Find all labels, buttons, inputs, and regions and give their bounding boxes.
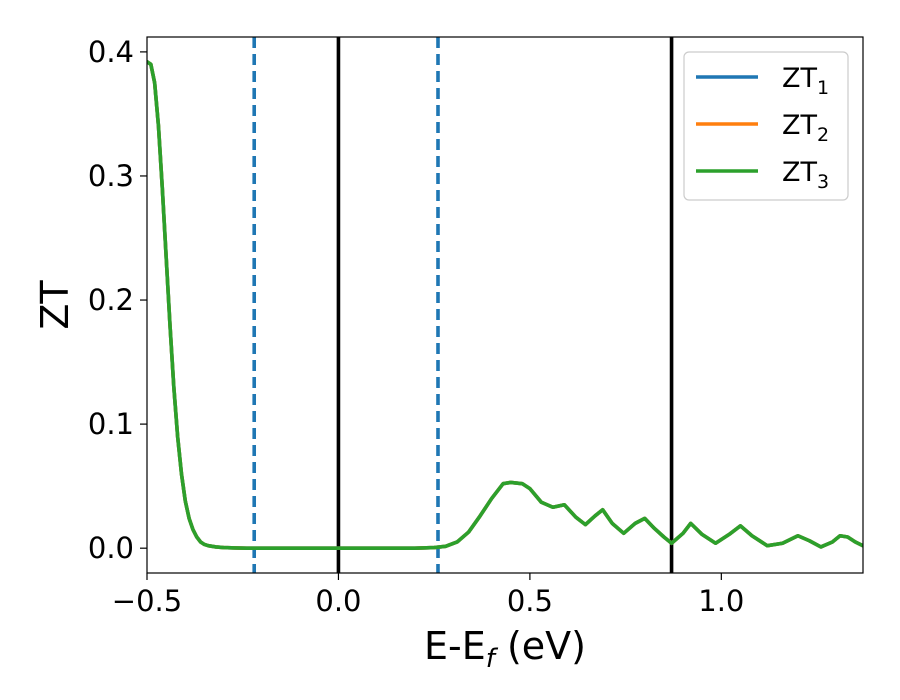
x-axis-title-unit: (eV) bbox=[495, 624, 586, 668]
legend-label-1: ZT1 bbox=[782, 63, 829, 99]
y-tick-label: 0.2 bbox=[88, 283, 134, 317]
series-lines bbox=[147, 60, 863, 550]
legend-box bbox=[683, 51, 849, 201]
series-line-zt3 bbox=[147, 60, 863, 550]
x-axis-title: E-Ef (eV) bbox=[424, 624, 586, 674]
y-tick-label: 0.3 bbox=[88, 159, 134, 193]
x-axis-title-base: E-E bbox=[424, 624, 486, 668]
legend-label-3: ZT3 bbox=[782, 157, 829, 193]
x-tick-label: 0.5 bbox=[507, 584, 553, 618]
legend-label-2: ZT2 bbox=[782, 110, 829, 146]
x-tick-label: 0.0 bbox=[315, 584, 361, 618]
x-tick-label: 1.0 bbox=[698, 584, 744, 618]
y-tick-label: 0.0 bbox=[88, 531, 134, 565]
y-axis-ticks: 0.0 0.1 0.2 0.3 0.4 bbox=[88, 35, 147, 565]
axes-frame bbox=[146, 36, 864, 574]
reference-lines bbox=[252, 37, 674, 573]
legend: ZT1 ZT2 ZT3 bbox=[683, 51, 849, 201]
y-axis-title: ZT bbox=[33, 280, 77, 330]
y-tick-label: 0.1 bbox=[88, 407, 134, 441]
x-axis-ticks: −0.5 0.0 0.5 1.0 bbox=[112, 573, 744, 618]
x-tick-label: −0.5 bbox=[112, 584, 182, 618]
y-tick-label: 0.4 bbox=[88, 35, 134, 69]
